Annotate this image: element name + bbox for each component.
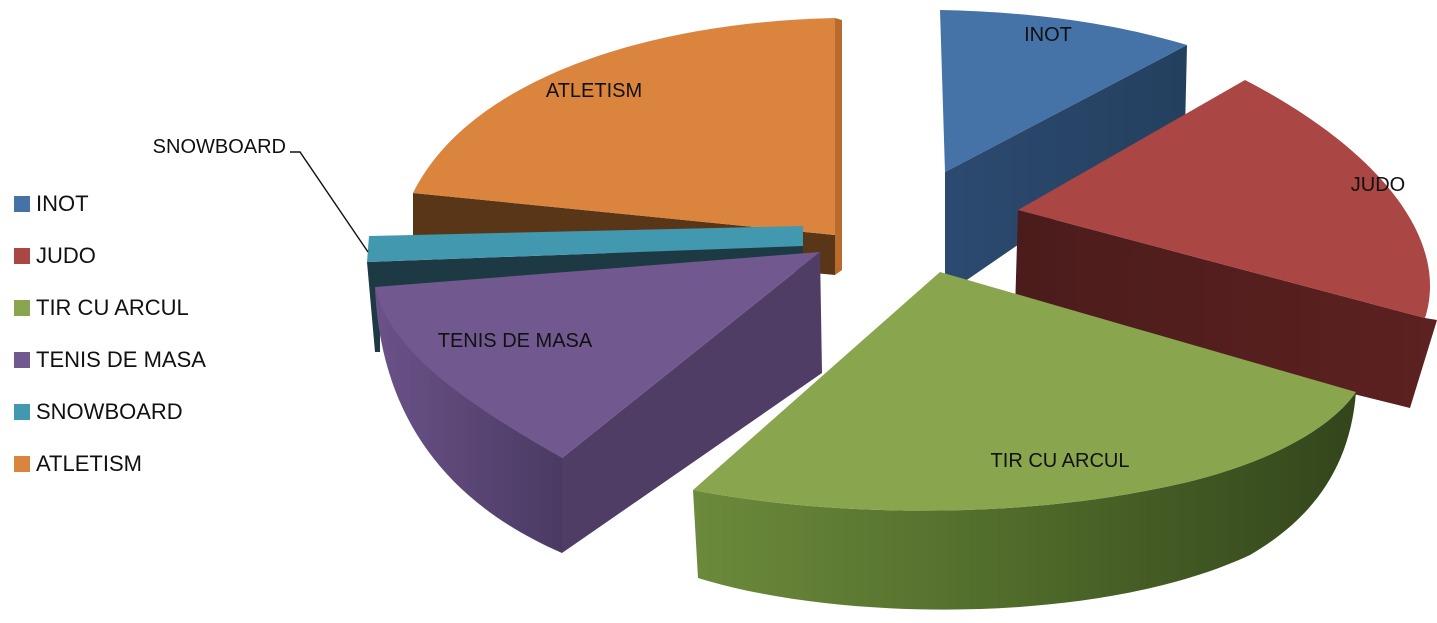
pie-slice-tenis-de-masa	[375, 252, 822, 553]
snowboard-leader-line	[290, 151, 369, 253]
pie-slice-inot	[940, 10, 1187, 295]
chart-legend: INOT JUDO TIR CU ARCUL TENIS DE MASA SNO…	[14, 178, 206, 490]
legend-swatch	[14, 300, 30, 316]
slice-label-atletism: ATLETISM	[546, 80, 642, 102]
legend-label: SNOWBOARD	[36, 399, 183, 424]
slice-label-snowboard: SNOWBOARD	[153, 136, 286, 158]
slice-label-inot: INOT	[1024, 24, 1072, 46]
legend-item-tir-cu-arcul: TIR CU ARCUL	[14, 282, 206, 334]
pie-slice-judo	[1015, 80, 1437, 408]
legend-label: TENIS DE MASA	[36, 347, 206, 372]
slice-label-tenis-de-masa: TENIS DE MASA	[438, 330, 593, 352]
legend-swatch	[14, 352, 30, 368]
legend-swatch	[14, 456, 30, 472]
legend-item-atletism: ATLETISM	[14, 438, 206, 490]
legend-item-inot: INOT	[14, 178, 206, 230]
legend-swatch	[14, 196, 30, 212]
legend-item-tenis-de-masa: TENIS DE MASA	[14, 334, 206, 386]
legend-label: INOT	[36, 191, 89, 216]
legend-label: JUDO	[36, 243, 96, 268]
legend-swatch	[14, 248, 30, 264]
legend-item-snowboard: SNOWBOARD	[14, 386, 206, 438]
legend-swatch	[14, 404, 30, 420]
pie-slice-tir-cu-arcul	[693, 272, 1356, 610]
legend-item-judo: JUDO	[14, 230, 206, 282]
legend-label: TIR CU ARCUL	[36, 295, 189, 320]
legend-label: ATLETISM	[36, 451, 142, 476]
slice-label-tir-cu-arcul: TIR CU ARCUL	[991, 450, 1130, 472]
slice-label-judo: JUDO	[1351, 174, 1405, 196]
